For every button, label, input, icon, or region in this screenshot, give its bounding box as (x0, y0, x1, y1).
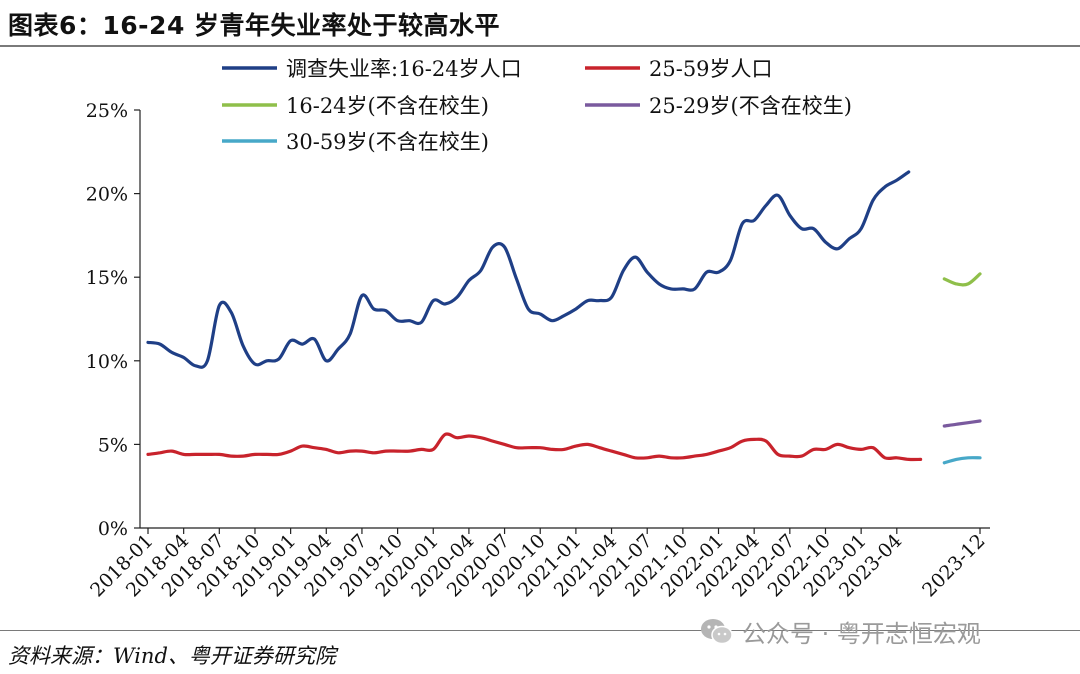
y-tick-label: 25% (86, 100, 128, 122)
legend-label-0: 调查失业率:16-24岁人口 (286, 57, 522, 81)
footer-divider (0, 630, 1080, 631)
y-tick-label: 15% (86, 267, 128, 289)
legend-label-3: 25-29岁(不含在校生) (649, 94, 852, 118)
x-axis: 2018-012018-042018-072018-102019-012019-… (86, 527, 990, 601)
series-line-4 (942, 456, 982, 465)
series-line-1 (146, 432, 923, 462)
legend-label-2: 16-24岁(不含在校生) (286, 94, 489, 118)
y-axis: 0% 5% 10% 15% 20% 25% (86, 100, 141, 540)
y-tick-label: 10% (86, 351, 128, 373)
wechat-icon (701, 618, 733, 644)
y-tick-label: 5% (98, 434, 128, 456)
title-divider (0, 45, 1080, 47)
legend-label-1: 25-59岁人口 (649, 57, 773, 81)
source-note: 资料来源：Wind、粤开证券研究院 (8, 644, 336, 668)
watermark: 公众号 · 粤开志恒宏观 (700, 614, 981, 649)
y-tick-label: 0% (98, 518, 128, 540)
y-tick-label: 20% (86, 184, 128, 206)
series-line-0 (146, 170, 911, 369)
series-group (146, 170, 982, 465)
x-tick-label: 2023-12 (918, 530, 989, 601)
legend-label-4: 30-59岁(不含在校生) (286, 130, 489, 154)
series-line-2 (942, 272, 982, 287)
page-title: 图表6：16-24 岁青年失业率处于较高水平 (8, 11, 501, 40)
watermark-text: 公众号 · 粤开志恒宏观 (742, 620, 981, 648)
series-line-3 (942, 419, 982, 428)
legend: 调查失业率:16-24岁人口 25-59岁人口 16-24岁(不含在校生) 25-29… (222, 57, 852, 154)
